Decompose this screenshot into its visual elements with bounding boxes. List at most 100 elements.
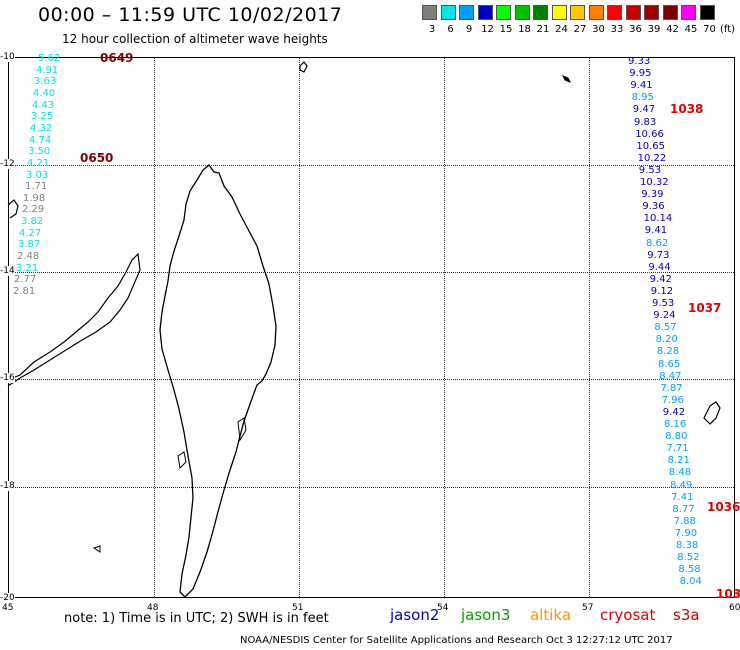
wave-height-value: 9.53	[652, 298, 675, 309]
legend-label: 3	[428, 24, 436, 35]
legend-swatch	[477, 5, 493, 20]
wave-height-value: 4.40	[33, 87, 56, 99]
wave-height-value: 4.43	[32, 99, 55, 111]
wave-height-value: 10.32	[640, 177, 669, 188]
wave-height-value: 8.49	[670, 479, 693, 491]
legend-swatch	[514, 5, 530, 20]
legend-swatch	[681, 5, 696, 20]
lon-label: 45	[2, 603, 14, 613]
wave-height-value: 4.32	[30, 122, 53, 134]
lon-label: 48	[147, 603, 159, 613]
legend-label: 12	[481, 24, 494, 35]
wave-height-value: 9.33	[628, 56, 651, 67]
legend-label: 39	[647, 24, 661, 35]
legend-swatch	[625, 5, 641, 20]
lat-label: -10	[0, 52, 15, 62]
lat-label: -16	[0, 373, 15, 383]
wave-height-value: 8.77	[672, 503, 695, 515]
wave-height-value: 8.65	[658, 358, 681, 370]
wave-height-value: 2.48	[17, 251, 40, 263]
wave-height-value: 9.95	[629, 68, 652, 80]
time-stamp: 0649	[100, 51, 134, 65]
map-subtitle: 12 hour collection of altimeter wave hei…	[62, 32, 328, 46]
legend-label: 27	[573, 24, 587, 35]
time-stamp: 1038	[670, 102, 704, 116]
legend-label: 45	[684, 24, 698, 35]
legend-label: 9	[465, 24, 473, 35]
wave-height-value: 4.91	[36, 64, 59, 76]
wave-height-value: 3.21	[16, 262, 39, 274]
wave-height-value: 8.04	[679, 576, 702, 588]
wave-height-value: 3.82	[21, 216, 44, 228]
wave-height-value: 9.41	[644, 225, 668, 237]
wave-height-value: 9.44	[648, 261, 671, 273]
wave-height-value: 10.22	[637, 152, 667, 164]
wave-height-value: 10.66	[635, 128, 664, 140]
legend-swatch	[551, 5, 567, 20]
lat-label: -14	[0, 266, 15, 276]
wave-height-value: 1.71	[25, 181, 48, 193]
wave-height-value: 8.58	[678, 564, 701, 576]
footnote: note: 1) Time is in UTC; 2) SWH is in fe…	[64, 611, 329, 626]
gridline-lat	[9, 487, 734, 488]
wave-height-value: 2.77	[14, 274, 37, 286]
lon-label: 51	[292, 603, 304, 613]
legend-swatch	[422, 5, 437, 20]
wave-height-value: 4.27	[19, 227, 42, 239]
lon-label: 54	[437, 603, 449, 613]
gridline-lat	[9, 272, 734, 273]
wave-height-value: 9.47	[632, 104, 656, 116]
wave-height-value: 7.71	[666, 443, 689, 455]
wave-height-value: 3.87	[18, 239, 41, 251]
wave-height-value: 2.29	[22, 204, 45, 216]
wave-height-value: 7.88	[673, 515, 696, 527]
lat-label: -20	[0, 593, 15, 603]
wave-height-value: 9.36	[642, 201, 665, 213]
legend-label: 6	[447, 24, 454, 35]
wave-height-value: 8.21	[667, 455, 690, 467]
wave-height-value: 9.73	[647, 249, 670, 261]
wave-height-value: 3.25	[31, 111, 54, 123]
wave-height-value: 8.48	[668, 467, 692, 479]
legend-label: 18	[518, 24, 531, 35]
gridline-lon	[589, 58, 590, 597]
mission-label: altika	[530, 606, 572, 624]
wave-height-value: 9.42	[662, 406, 686, 418]
wave-height-value: 9.39	[641, 189, 664, 201]
wave-height-value: 9.42	[649, 273, 672, 285]
wave-height-value: 8.57	[654, 322, 677, 334]
mission-label: s3a	[673, 606, 700, 624]
wave-height-value: 7.90	[674, 527, 698, 539]
wave-height-value: 9.24	[653, 310, 676, 322]
wave-height-value: 7.87	[660, 382, 683, 394]
legend-label: 36	[629, 24, 642, 35]
legend-swatch	[588, 5, 604, 20]
legend-swatch	[533, 5, 548, 20]
gridline-lon	[154, 58, 155, 597]
legend-swatch	[570, 5, 585, 20]
wave-height-value: 8.16	[664, 419, 687, 430]
wave-height-value: 7.96	[661, 394, 684, 406]
time-stamp: 103	[716, 587, 740, 601]
map-frame	[8, 57, 735, 598]
wave-height-value: 9.53	[638, 164, 662, 176]
legend-swatch	[607, 5, 622, 20]
legend-label: 70	[703, 24, 716, 35]
legend-label: 21	[536, 24, 550, 35]
wave-height-value: 8.52	[677, 552, 700, 564]
wave-height-value: 3.50	[28, 146, 51, 158]
legend-swatch	[440, 5, 456, 20]
wave-height-value: 7.41	[671, 491, 694, 503]
lon-label: 60	[729, 603, 740, 613]
legend-swatch	[699, 5, 715, 20]
wave-height-value: 10.14	[643, 213, 673, 225]
map-title: 00:00 – 11:59 UTC 10/02/2017	[38, 4, 343, 26]
gridline-lat	[9, 165, 734, 166]
wave-height-value: 8.47	[659, 370, 682, 382]
time-stamp: 0650	[80, 151, 114, 165]
time-stamp: 1036	[707, 500, 740, 514]
wave-height-value: 2.81	[13, 286, 36, 297]
legend-swatch	[644, 5, 659, 20]
legend-label: 15	[499, 24, 513, 35]
